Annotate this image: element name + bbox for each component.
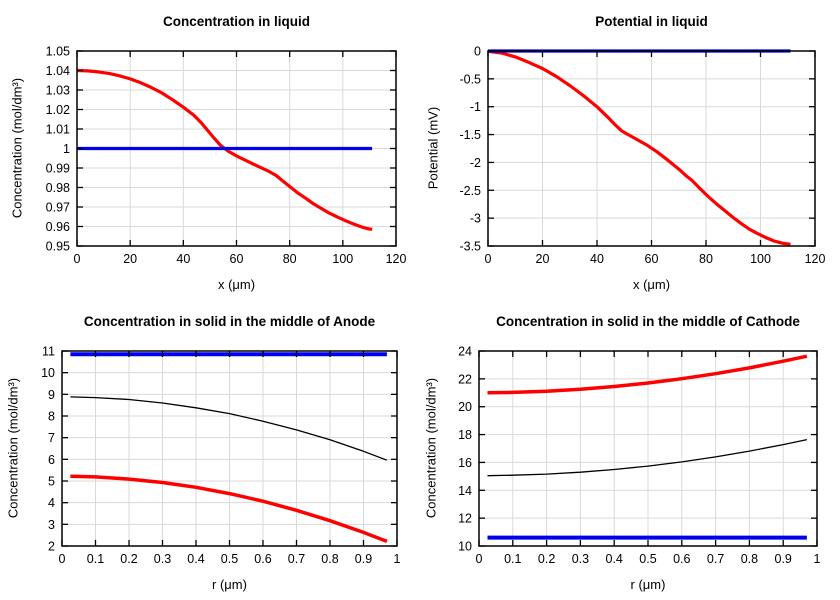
svg-text:24: 24 [458, 345, 472, 359]
chart-potential-in-liquid: 0 20 40 60 80 100 120 0 -0.5 -1 -1.5 -2 -2.5 -3 -3.5 P… [420, 0, 840, 300]
chart-title: Concentration in solid in the middle of … [496, 314, 800, 329]
svg-text:20: 20 [536, 252, 550, 266]
svg-text:22: 22 [458, 372, 472, 386]
svg-text:0: 0 [476, 552, 483, 566]
svg-text:60: 60 [230, 252, 244, 266]
svg-text:120: 120 [805, 252, 826, 266]
svg-text:20: 20 [458, 400, 472, 414]
x-axis-label: r (μm) [212, 577, 247, 592]
svg-text:0.5: 0.5 [221, 552, 238, 566]
svg-text:1.01: 1.01 [46, 123, 70, 137]
svg-text:4: 4 [48, 496, 55, 510]
chart-title: Concentration in solid in the middle of … [83, 314, 376, 329]
chart-title: Potential in liquid [595, 14, 708, 29]
svg-text:80: 80 [283, 252, 297, 266]
svg-text:10: 10 [458, 540, 472, 554]
svg-text:-2.5: -2.5 [459, 184, 481, 198]
svg-text:-1: -1 [470, 100, 481, 114]
svg-text:0.8: 0.8 [321, 552, 338, 566]
y-axis-label: Potential (mV) [425, 106, 441, 190]
svg-text:0.2: 0.2 [120, 552, 137, 566]
svg-text:18: 18 [458, 428, 472, 442]
svg-text:-3: -3 [470, 212, 481, 226]
svg-text:100: 100 [332, 252, 353, 266]
svg-text:0.97: 0.97 [46, 201, 70, 215]
svg-text:-2: -2 [470, 156, 481, 170]
svg-text:0.5: 0.5 [639, 552, 656, 566]
svg-text:0.1: 0.1 [504, 552, 521, 566]
svg-text:8: 8 [48, 410, 55, 424]
svg-text:0.3: 0.3 [572, 552, 589, 566]
svg-text:0.9: 0.9 [775, 552, 792, 566]
svg-text:40: 40 [176, 252, 190, 266]
svg-text:-0.5: -0.5 [459, 72, 481, 86]
svg-text:1: 1 [814, 552, 821, 566]
svg-text:1.05: 1.05 [46, 45, 70, 59]
svg-text:1: 1 [394, 552, 401, 566]
svg-text:-3.5: -3.5 [459, 240, 481, 254]
svg-text:2: 2 [48, 540, 55, 554]
plot-canvas: 0 20 40 60 80 100 120 0 -0.5 -1 -1.5 -2 -2.5 -3 -3.5 [459, 45, 826, 267]
svg-text:0: 0 [74, 252, 81, 266]
plot-canvas: 0 0.1 0.2 0.3 0.4 0.5 0.6 0.7 0.8 0.9 1 10 12 14 16 18 2… [458, 345, 821, 567]
svg-text:0.9: 0.9 [355, 552, 372, 566]
svg-text:5: 5 [48, 475, 55, 489]
svg-text:0.2: 0.2 [538, 552, 555, 566]
chart-concentration-in-liquid: 0 20 40 60 80 100 120 0.95 0.96 0.97 0.98 0.99 1 1.01… [0, 0, 420, 300]
svg-text:0.3: 0.3 [154, 552, 171, 566]
svg-text:100: 100 [750, 252, 771, 266]
svg-text:1.04: 1.04 [46, 64, 70, 78]
chart-concentration-in-solid-anode: 0 0.1 0.2 0.3 0.4 0.5 0.6 0.7 0.8 0.9 1 2 3 4 5 6 7 8 9 10 1… [0, 300, 420, 600]
svg-text:0: 0 [485, 252, 492, 266]
svg-text:0: 0 [59, 552, 66, 566]
chart-title: Concentration in liquid [163, 14, 310, 29]
y-axis-label: Concentration (mol/dm³) [5, 377, 21, 519]
svg-text:9: 9 [48, 388, 55, 402]
svg-text:0.4: 0.4 [606, 552, 623, 566]
svg-text:16: 16 [458, 456, 472, 470]
svg-text:60: 60 [645, 252, 659, 266]
svg-text:6: 6 [48, 453, 55, 467]
svg-text:12: 12 [458, 512, 472, 526]
svg-text:1.03: 1.03 [46, 84, 70, 98]
svg-text:0.98: 0.98 [46, 181, 70, 195]
svg-text:3: 3 [48, 518, 55, 532]
y-axis-label: Concentration (mol/dm³) [9, 77, 25, 219]
plot-canvas: 0 20 40 60 80 100 120 0.95 0.96 0.97 0.98 0.99 1 1.01… [46, 45, 407, 267]
svg-text:20: 20 [123, 252, 137, 266]
svg-text:0.6: 0.6 [673, 552, 690, 566]
svg-text:120: 120 [386, 252, 407, 266]
x-axis-label: r (μm) [630, 577, 666, 592]
svg-text:40: 40 [590, 252, 604, 266]
svg-text:11: 11 [42, 345, 55, 359]
svg-text:80: 80 [699, 252, 713, 266]
svg-text:0.6: 0.6 [254, 552, 271, 566]
svg-text:7: 7 [48, 431, 55, 445]
svg-text:0.99: 0.99 [46, 162, 70, 176]
svg-text:0.7: 0.7 [707, 552, 724, 566]
svg-text:0.96: 0.96 [46, 220, 70, 234]
chart-concentration-in-solid-cathode: 0 0.1 0.2 0.3 0.4 0.5 0.6 0.7 0.8 0.9 1 10 12 14 16 18 2… [420, 300, 840, 600]
svg-text:1.02: 1.02 [46, 103, 70, 117]
svg-text:0: 0 [474, 45, 481, 59]
plot-canvas: 0 0.1 0.2 0.3 0.4 0.5 0.6 0.7 0.8 0.9 1 2 3 4 5 6 7 8 9 10 1… [41, 345, 401, 567]
svg-text:10: 10 [41, 366, 55, 380]
svg-text:14: 14 [458, 484, 472, 498]
svg-text:0.7: 0.7 [288, 552, 305, 566]
svg-text:0.8: 0.8 [741, 552, 758, 566]
y-axis-label: Concentration (mol/dm³) [423, 377, 439, 519]
svg-text:-1.5: -1.5 [459, 128, 481, 142]
svg-text:0.1: 0.1 [87, 552, 104, 566]
x-axis-label: x (μm) [217, 277, 256, 292]
svg-text:0.4: 0.4 [187, 552, 204, 566]
x-axis-label: x (μm) [632, 277, 671, 292]
svg-text:1: 1 [63, 142, 70, 156]
svg-text:0.95: 0.95 [46, 240, 70, 254]
